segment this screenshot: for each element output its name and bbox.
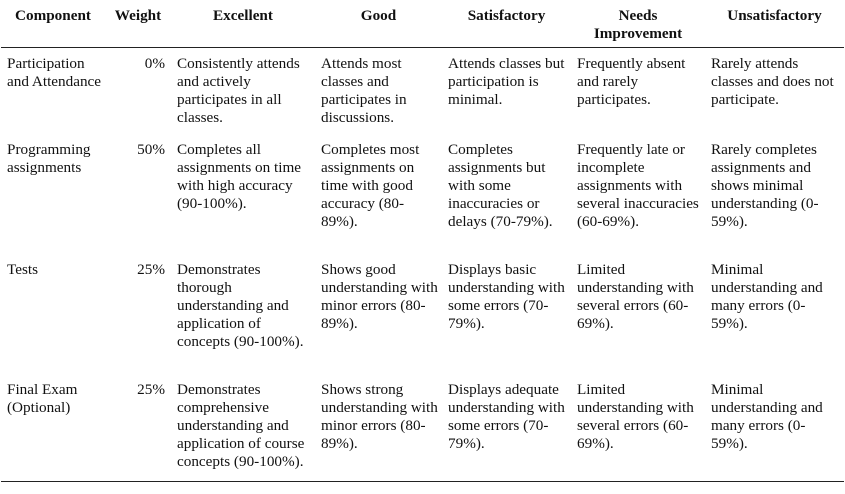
header-weight: Weight (114, 7, 162, 24)
cell-needs-improvement: Frequently late or incomplete assignment… (577, 141, 699, 230)
cell-good: Attends most classes and participates in… (321, 55, 407, 126)
cell-needs-improvement: Frequently absent and rarely participate… (577, 55, 686, 108)
header-needs-improvement: Needs Improvement (593, 7, 683, 42)
cell-good: Shows strong understanding with minor er… (321, 381, 438, 452)
cell-unsatisfactory: Rarely attends classes and does not part… (711, 55, 834, 108)
cell-component: Tests (7, 261, 38, 278)
cell-weight: 25% (137, 261, 165, 278)
cell-unsatisfactory: Minimal understanding and many errors (0… (711, 261, 823, 332)
cell-satisfactory: Displays basic understanding with some e… (448, 261, 565, 332)
cell-excellent: Demonstrates thorough understanding and … (177, 261, 304, 350)
table-row: Tests 25% Demonstrates thorough understa… (1, 250, 844, 370)
header-satisfactory: Satisfactory (467, 7, 546, 24)
cell-excellent: Consistently attends and actively partic… (177, 55, 300, 126)
cell-weight: 0% (144, 55, 165, 72)
cell-satisfactory: Attends classes but participation is min… (448, 55, 565, 108)
cell-excellent: Completes all assignments on time with h… (177, 141, 302, 212)
header-row: Component Weight Excellent Good Satisfac… (1, 0, 844, 48)
cell-weight: 25% (137, 381, 165, 398)
cell-good: Shows good understanding with minor erro… (321, 261, 438, 332)
rubric-table: Component Weight Excellent Good Satisfac… (1, 0, 844, 482)
cell-weight: 50% (137, 141, 165, 158)
header-component: Component (15, 7, 91, 24)
cell-component: Participation and Attendance (7, 55, 102, 90)
table-body: Participation and Attendance 0% Consiste… (1, 48, 844, 482)
cell-component: Programming assignments (7, 141, 91, 176)
cell-unsatisfactory: Rarely completes assignments and shows m… (711, 141, 819, 230)
table-row: Programming assignments 50% Completes al… (1, 130, 844, 250)
cell-good: Completes most assignments on time with … (321, 141, 420, 230)
cell-component: Final Exam (Optional) (7, 381, 78, 416)
cell-needs-improvement: Limited understanding with several error… (577, 261, 694, 332)
table-header: Component Weight Excellent Good Satisfac… (1, 0, 844, 48)
header-unsatisfactory: Unsatisfactory (727, 7, 822, 24)
cell-satisfactory: Completes assignments but with some inac… (448, 141, 553, 230)
cell-satisfactory: Displays adequate understanding with som… (448, 381, 565, 452)
header-excellent: Excellent (213, 7, 273, 24)
header-good: Good (360, 7, 397, 24)
cell-needs-improvement: Limited understanding with several error… (577, 381, 694, 452)
table-row: Final Exam (Optional) 25% Demonstrates c… (1, 370, 844, 482)
table-row: Participation and Attendance 0% Consiste… (1, 48, 844, 131)
cell-unsatisfactory: Minimal understanding and many errors (0… (711, 381, 823, 452)
cell-excellent: Demonstrates comprehensive understanding… (177, 381, 305, 470)
